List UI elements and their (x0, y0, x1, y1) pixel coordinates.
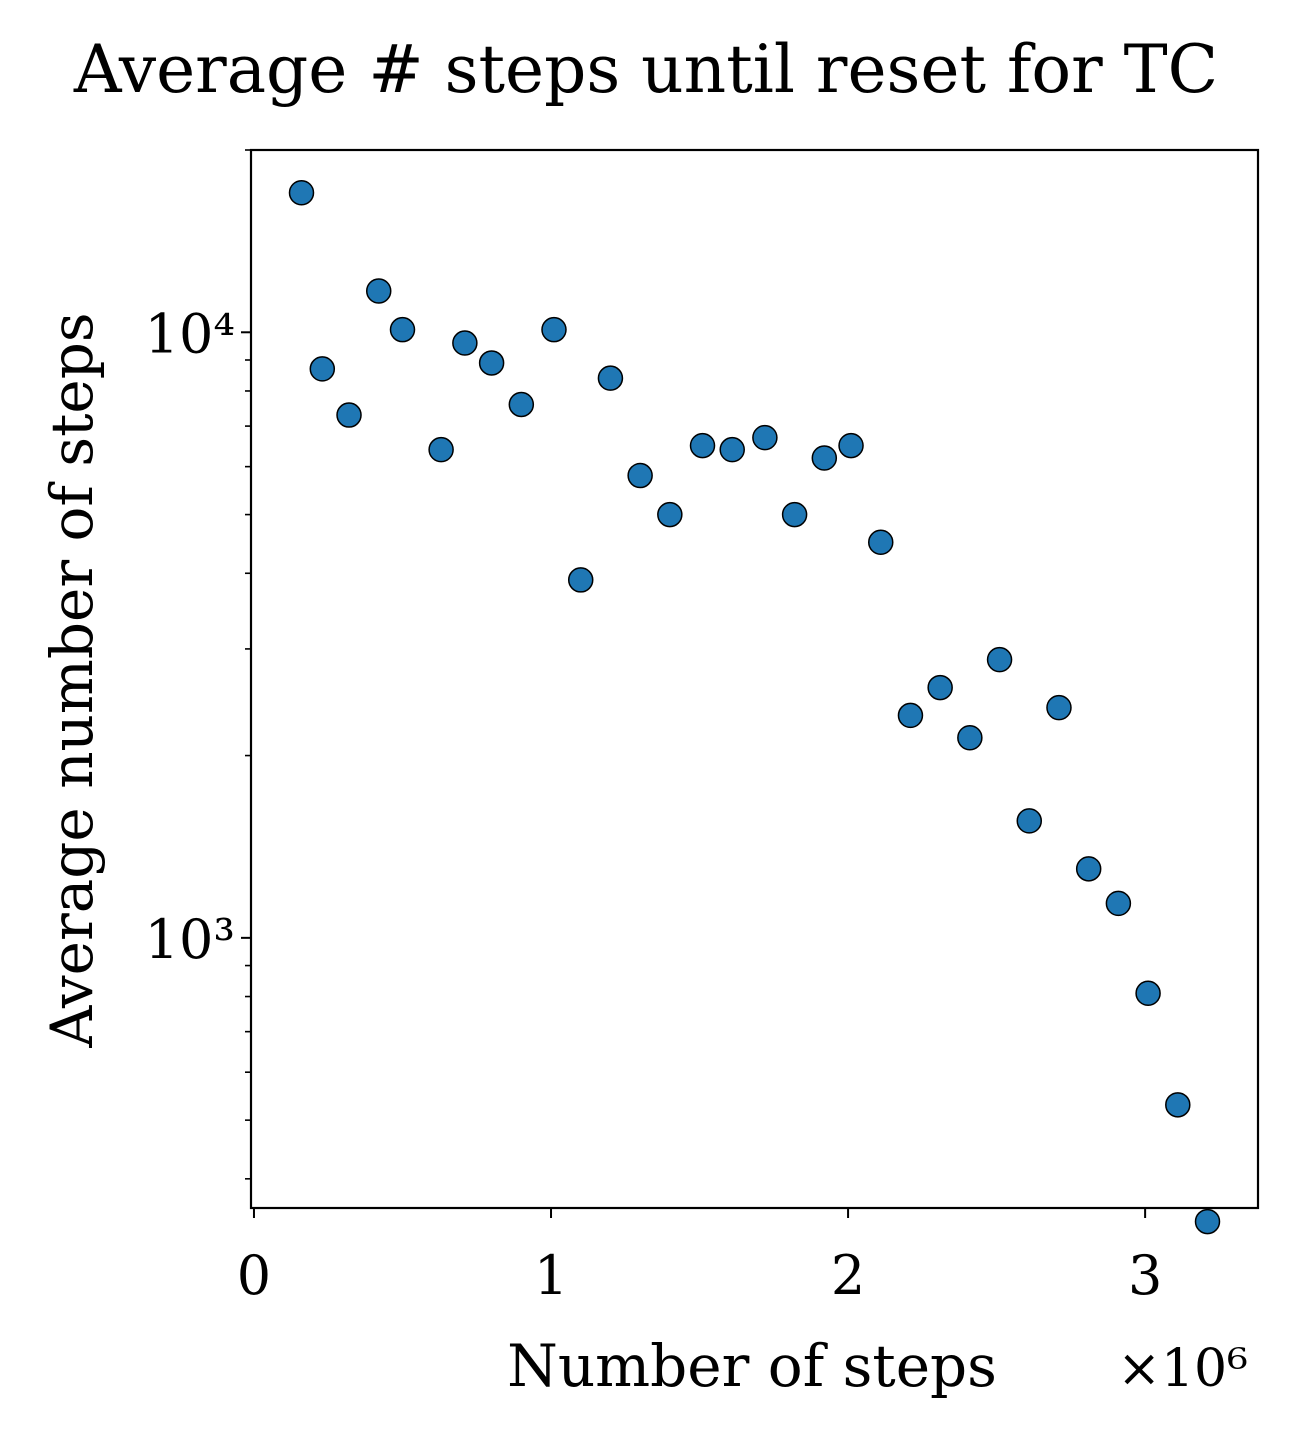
data-point (567, 567, 594, 593)
y-tick-label: 10³ (145, 908, 235, 971)
y-tick-label: 10⁴ (145, 302, 235, 365)
data-point (752, 424, 778, 451)
data-point (719, 436, 745, 463)
data-point (478, 350, 505, 376)
y-axis-ticks: 10³ 10⁴ (145, 149, 251, 1180)
data-point (1105, 890, 1132, 917)
data-point (508, 391, 535, 418)
data-point (389, 316, 416, 343)
data-point (541, 316, 567, 343)
data-point (689, 432, 716, 459)
data-point (1135, 980, 1161, 1007)
plot-frame (249, 148, 1260, 1210)
data-point (657, 501, 683, 528)
data-point (365, 278, 392, 304)
data-point (1016, 808, 1043, 834)
data-point (336, 402, 362, 428)
y-axis-label: Average number of steps (38, 312, 106, 1048)
data-points (288, 179, 1221, 1235)
data-point (927, 674, 953, 701)
x-tick-label: 3 (1128, 1244, 1162, 1307)
data-point (1194, 1208, 1221, 1235)
x-axis-label: Number of steps (507, 1332, 997, 1400)
chart-title: Average # steps until reset for TC (73, 31, 1218, 108)
data-point (897, 702, 924, 729)
x-axis-offset-text: ×10⁶ (1117, 1339, 1248, 1399)
data-point (1046, 694, 1072, 721)
data-point (597, 365, 624, 391)
x-axis-ticks: 0 1 2 3 (237, 1208, 1162, 1307)
data-point (288, 179, 315, 206)
data-point (957, 725, 983, 751)
data-point (838, 432, 864, 459)
data-point (1165, 1092, 1191, 1118)
x-tick-label: 1 (534, 1244, 568, 1307)
data-point (1075, 856, 1102, 882)
data-point (428, 436, 454, 463)
data-point (627, 462, 653, 489)
data-point (811, 445, 838, 471)
x-tick-label: 0 (237, 1244, 271, 1307)
data-point (867, 529, 894, 556)
x-tick-label: 2 (831, 1244, 865, 1307)
data-point (452, 330, 478, 356)
data-point (986, 646, 1013, 673)
data-point (309, 356, 336, 382)
data-point (781, 501, 808, 528)
